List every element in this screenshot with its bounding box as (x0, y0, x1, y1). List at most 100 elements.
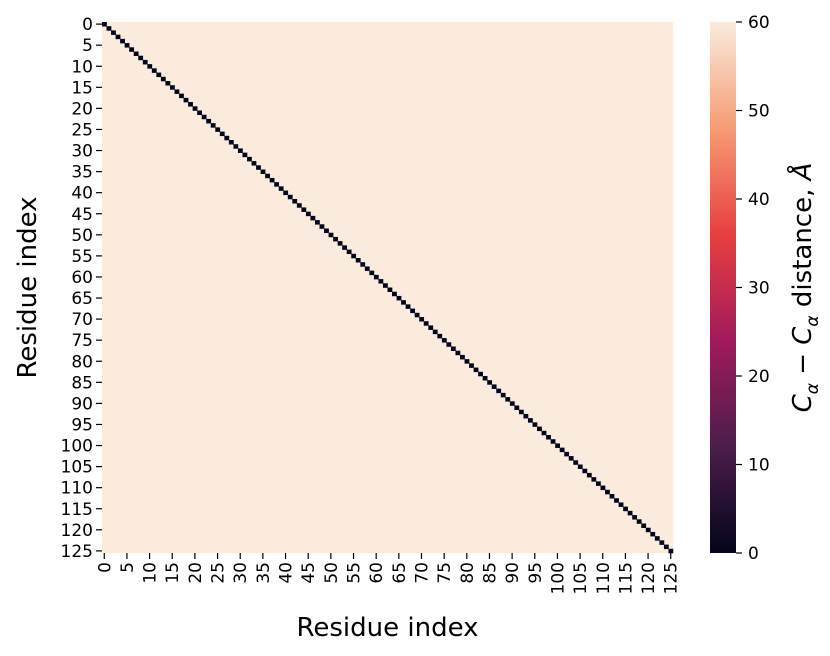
y-tick-label: 15 (71, 78, 93, 98)
heatmap-cell-diagonal (396, 295, 402, 301)
heatmap-cell-diagonal (392, 291, 397, 297)
heatmap-cell-diagonal (369, 270, 375, 276)
x-tick-label: 5 (118, 562, 138, 573)
y-tick-label: 0 (82, 15, 93, 35)
y-tick-label: 125 (61, 542, 93, 562)
heatmap-cell-diagonal (138, 55, 144, 61)
heatmap-cell-diagonal (550, 439, 556, 444)
heatmap-cell-diagonal (188, 102, 193, 107)
heatmap-cell-diagonal (428, 325, 434, 330)
heatmap-cell-diagonal (274, 182, 280, 187)
heatmap-cell-diagonal (437, 333, 443, 339)
heatmap-cell-diagonal (568, 456, 574, 461)
heatmap-cell-diagonal (142, 59, 148, 65)
heatmap-cell-diagonal (387, 287, 393, 293)
x-tick-label: 75 (435, 562, 455, 584)
heatmap-cell-diagonal (446, 342, 452, 347)
heatmap-cell-diagonal (115, 34, 121, 40)
x-tick-label: 90 (503, 562, 523, 584)
heatmap-cell-diagonal (224, 135, 230, 141)
heatmap-cell-diagonal (509, 401, 515, 406)
heatmap-cell-diagonal (251, 161, 257, 166)
heatmap-cell-diagonal (623, 506, 628, 512)
y-tick-label: 55 (71, 247, 93, 267)
heatmap-cell-diagonal (419, 317, 425, 322)
heatmap-cell-diagonal (582, 468, 588, 474)
x-tick-label: 100 (548, 562, 568, 594)
colorbar-tick-label: 0 (748, 544, 759, 564)
heatmap-cell-diagonal (351, 253, 357, 259)
heatmap-cell-diagonal (215, 127, 221, 132)
heatmap-cell-diagonal (469, 363, 474, 368)
heatmap-cell-diagonal (537, 426, 542, 432)
heatmap-cell-diagonal (206, 118, 212, 124)
heatmap-cell-diagonal (305, 211, 311, 217)
heatmap-cell-diagonal (179, 93, 184, 99)
heatmap-cell-diagonal (283, 190, 289, 196)
heatmap-cell-diagonal (324, 228, 329, 234)
heatmap-cell-diagonal (478, 371, 483, 377)
heatmap-cell-diagonal (668, 548, 674, 554)
y-tick-label: 25 (71, 120, 93, 140)
x-tick-label: 115 (616, 562, 636, 594)
heatmap-cell-diagonal (124, 43, 130, 48)
heatmap-cell-diagonal (405, 304, 411, 309)
heatmap-cell-diagonal (174, 89, 180, 94)
heatmap-cell-diagonal (441, 338, 447, 343)
y-tick-label: 20 (71, 99, 93, 119)
heatmap-cell-diagonal (614, 498, 619, 503)
heatmap-cell-diagonal (165, 81, 171, 86)
heatmap-cell-diagonal (546, 435, 551, 440)
x-tick-label: 10 (141, 562, 161, 584)
colorbar-tick-label: 40 (748, 190, 770, 210)
heatmap-cell-diagonal (514, 405, 520, 411)
heatmap-cell-diagonal (586, 472, 592, 478)
colorbar-tick-label: 20 (748, 367, 770, 387)
heatmap-cell-diagonal (559, 447, 565, 453)
colorbar-tick-label: 60 (748, 13, 770, 33)
y-tick-label: 10 (71, 57, 93, 77)
heatmap-cell-diagonal (401, 300, 406, 305)
heatmap-cell-diagonal (364, 266, 370, 271)
heatmap-cell-diagonal (382, 283, 388, 288)
heatmap-cell-diagonal (346, 249, 352, 255)
heatmap-cell-diagonal (450, 346, 456, 352)
heatmap-cell-diagonal (663, 544, 669, 550)
heatmap-cell-diagonal (505, 397, 511, 402)
heatmap-cell-diagonal (120, 38, 125, 44)
x-tick-label: 45 (299, 562, 319, 584)
y-tick-label: 80 (71, 352, 93, 372)
x-tick-label: 70 (412, 562, 432, 584)
heatmap-cell-diagonal (487, 380, 493, 385)
heatmap-cell-diagonal (219, 131, 225, 137)
heatmap-cell-diagonal (102, 22, 107, 27)
heatmap-cell-diagonal (654, 536, 660, 541)
colorbar-tick-label: 30 (748, 279, 770, 299)
heatmap-cell-diagonal (378, 279, 384, 284)
heatmap-cell-diagonal (591, 477, 597, 482)
heatmap-cell-diagonal (278, 186, 284, 191)
heatmap-cell-diagonal (641, 523, 647, 529)
heatmap-cell-diagonal (527, 418, 533, 423)
x-tick-label: 125 (662, 562, 682, 594)
heatmap-cell-diagonal (627, 510, 633, 516)
heatmap-cell-diagonal (577, 464, 583, 470)
colorbar-label: Cα − Cα distance, Å (786, 163, 823, 413)
y-tick-label: 5 (82, 36, 93, 56)
heatmap-cell-diagonal (464, 359, 470, 364)
x-tick-label: 95 (526, 562, 546, 584)
heatmap-cell-diagonal (129, 47, 135, 52)
heatmap-diagonal (102, 22, 674, 554)
x-tick-label: 15 (163, 562, 183, 584)
y-tick-label: 85 (71, 373, 93, 393)
heatmap-cell-diagonal (491, 384, 497, 389)
y-tick-label: 30 (71, 142, 93, 162)
heatmap-cell-diagonal (600, 485, 606, 491)
heatmap-cell-diagonal (265, 173, 270, 179)
heatmap-cell-diagonal (328, 232, 334, 238)
heatmap-cell-diagonal (496, 388, 502, 394)
heatmap-cell-diagonal (342, 245, 348, 250)
heatmap-cell-diagonal (310, 215, 316, 221)
heatmap-cell-diagonal (373, 274, 379, 280)
